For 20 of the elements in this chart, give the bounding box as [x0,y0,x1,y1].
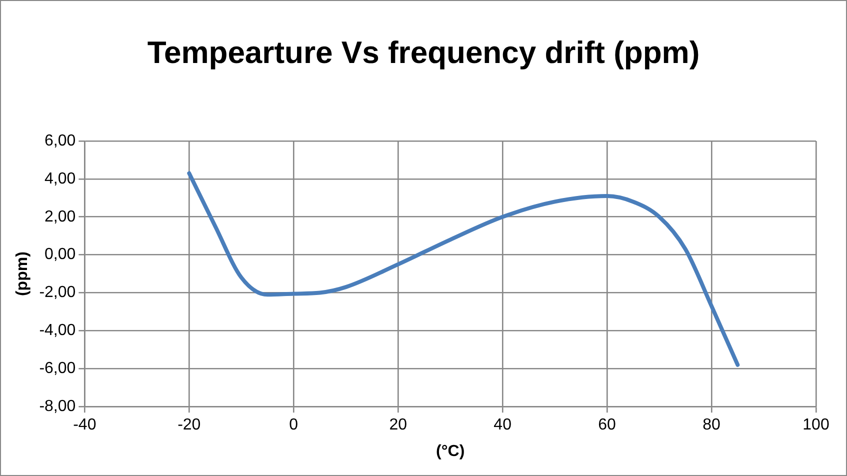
y-tick-label: 6,00 [44,132,76,150]
chart-title: Tempearture Vs frequency drift (ppm) [147,34,700,72]
x-tick-label: 60 [598,416,616,434]
y-tick-label: -4,00 [39,322,76,340]
line-series [187,171,740,367]
y-tick-label: -8,00 [39,398,76,416]
y-tick-label: 0,00 [44,246,76,264]
x-tick-label: -40 [73,416,96,434]
y-tick-label: 4,00 [44,170,76,188]
x-tick-label: 100 [802,416,830,434]
y-tick-label: -6,00 [39,360,76,378]
y-axis-title: (ppm) [14,252,32,296]
y-tick-label: -2,00 [39,284,76,302]
y-tick-label: 2,00 [44,208,76,226]
x-axis-title: (°C) [436,442,465,460]
x-tick-label: 40 [494,416,512,434]
x-tick-label: 20 [389,416,408,434]
x-tick-label: 80 [702,416,721,434]
x-tick-label: -20 [178,416,201,434]
x-tick-label: 0 [289,416,298,434]
